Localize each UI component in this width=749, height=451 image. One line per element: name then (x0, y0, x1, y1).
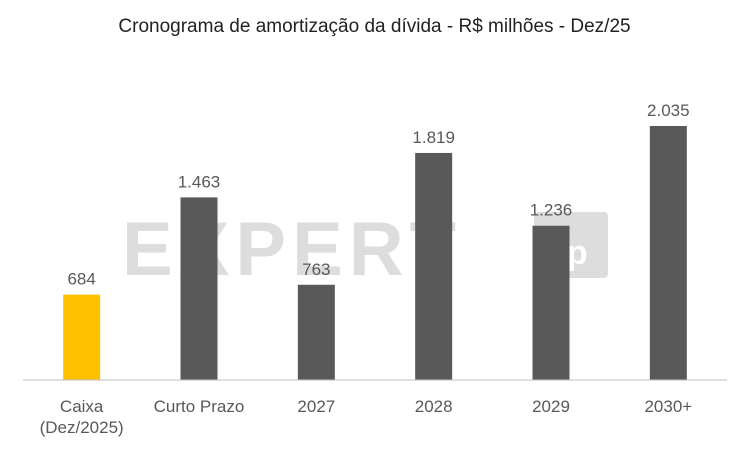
bar-3 (415, 152, 453, 380)
category-label-4-line-0: 2029 (532, 397, 570, 416)
category-labels-group: Caixa (Dez/2025) Curto Prazo 2027 2028 2029 20… (40, 397, 693, 437)
category-label-0-line-0: Caixa (60, 397, 104, 416)
watermark-text: EXPERT (122, 207, 463, 292)
chart-title: Cronograma de amortização da dívida - R$… (118, 16, 631, 37)
category-label-1-line-0: Curto Prazo (154, 397, 245, 416)
bar-4 (532, 225, 570, 380)
value-label-5: 2.035 (647, 101, 690, 120)
value-label-4: 1.236 (530, 201, 573, 220)
category-label-0-line-1: (Dez/2025) (40, 418, 124, 437)
bar-5 (649, 126, 687, 380)
bar-2 (297, 284, 335, 380)
value-label-0: 684 (67, 270, 95, 289)
value-label-2: 763 (302, 260, 330, 279)
category-label-5-line-0: 2030+ (644, 397, 692, 416)
bar-0 (63, 294, 101, 380)
value-labels-group: 684 1.463 763 1.819 1.236 2.035 (67, 101, 689, 289)
value-label-1: 1.463 (178, 172, 221, 191)
bars-group (63, 126, 687, 380)
category-label-3-line-0: 2028 (415, 397, 453, 416)
value-label-3: 1.819 (412, 128, 455, 147)
bar-1 (180, 197, 218, 380)
category-label-2-line-0: 2027 (297, 397, 335, 416)
